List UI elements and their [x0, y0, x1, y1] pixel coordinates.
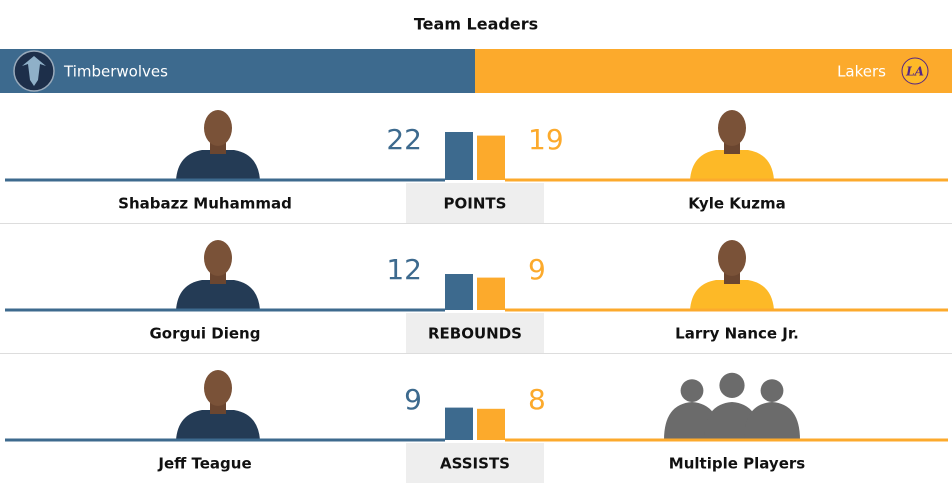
stat-label-box	[406, 313, 544, 353]
silhouette-head	[760, 379, 784, 402]
away-bar	[477, 277, 505, 310]
away-bar	[477, 408, 505, 440]
away-value: 19	[528, 123, 564, 156]
placeholder-photo	[664, 372, 800, 440]
home-baseline	[5, 178, 445, 182]
home-value: 22	[386, 123, 422, 156]
silhouette-head	[719, 372, 745, 398]
away-player-name: Kyle Kuzma	[688, 195, 786, 213]
home-player-name: Jeff Teague	[157, 455, 251, 473]
svg-text:LA: LA	[905, 65, 924, 79]
player-photo	[690, 240, 774, 310]
shoulders	[176, 280, 260, 310]
home-player-name: Shabazz Muhammad	[118, 195, 292, 213]
away-player-name: Larry Nance Jr.	[675, 325, 799, 343]
away-bar	[477, 135, 505, 180]
away-player-name: Multiple Players	[669, 455, 805, 473]
player-photo	[176, 370, 260, 440]
shoulders	[690, 150, 774, 180]
away-baseline	[505, 178, 948, 182]
home-team-band	[0, 49, 475, 93]
home-player-name: Gorgui Dieng	[150, 325, 261, 343]
head	[204, 370, 232, 406]
home-baseline	[5, 438, 445, 442]
shoulders	[690, 280, 774, 310]
away-baseline	[505, 308, 948, 312]
away-baseline	[505, 438, 948, 442]
home-value: 12	[386, 253, 422, 286]
stat-label-box	[406, 443, 544, 483]
home-team-logo	[13, 50, 55, 92]
shoulders	[176, 150, 260, 180]
head	[204, 240, 232, 276]
silhouette-head	[680, 379, 704, 402]
away-team-name: Lakers	[837, 63, 886, 81]
silhouette-body	[744, 402, 800, 440]
stat-label: ASSISTS	[440, 455, 510, 473]
home-bar	[445, 407, 473, 440]
home-team-name: Timberwolves	[63, 63, 168, 81]
away-value: 9	[528, 253, 546, 286]
home-bar	[445, 274, 473, 310]
widget-title: Team Leaders	[414, 15, 538, 34]
stat-label-box	[406, 183, 544, 223]
head	[718, 240, 746, 276]
home-baseline	[5, 308, 445, 312]
stat-label: REBOUNDS	[428, 325, 522, 343]
away-team-band	[475, 49, 952, 93]
player-photo	[690, 110, 774, 180]
away-value: 8	[528, 383, 546, 416]
player-photo	[176, 110, 260, 180]
stat-label: POINTS	[444, 195, 507, 213]
home-bar	[445, 132, 473, 180]
player-photo	[176, 240, 260, 310]
head	[204, 110, 232, 146]
shoulders	[176, 410, 260, 440]
head	[718, 110, 746, 146]
away-team-logo: LA	[901, 57, 929, 85]
home-value: 9	[404, 383, 422, 416]
